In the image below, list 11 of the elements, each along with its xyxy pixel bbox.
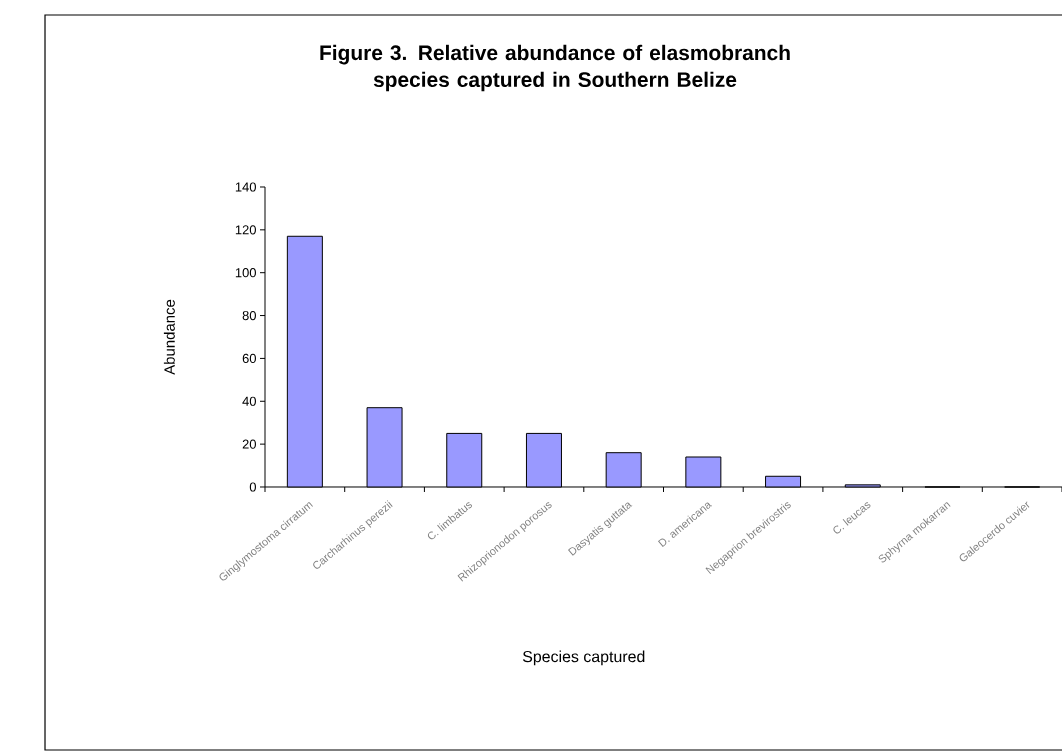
y-tick-label: 60 bbox=[242, 353, 256, 363]
y-tick-label: 20 bbox=[242, 439, 256, 449]
y-axis-title: Abundance bbox=[163, 299, 175, 375]
y-tick-label: 120 bbox=[235, 225, 256, 235]
y-tick-label: 100 bbox=[235, 268, 256, 278]
x-axis-title: Species captured bbox=[522, 650, 645, 666]
y-tick-label: 40 bbox=[242, 396, 256, 406]
chart-title: Figure 3. Relative abundance of elasmobranch species captured in Southern Belize bbox=[320, 44, 790, 92]
y-tick-label: 0 bbox=[249, 482, 256, 492]
y-tick-label: 140 bbox=[235, 182, 256, 192]
y-tick-label: 80 bbox=[242, 310, 256, 321]
